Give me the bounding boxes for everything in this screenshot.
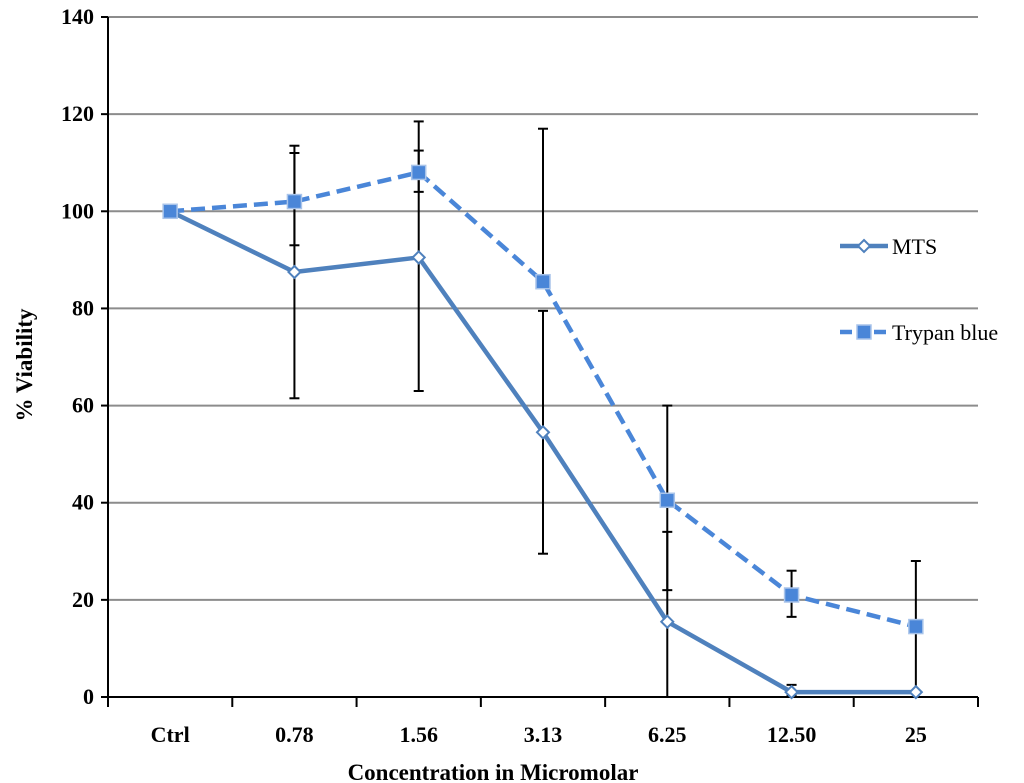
y-tick-label-60: 60 bbox=[72, 393, 94, 418]
legend-label-0: MTS bbox=[892, 234, 937, 259]
x-tick-label-4: 6.25 bbox=[648, 722, 687, 747]
y-tick-label-140: 140 bbox=[61, 4, 94, 29]
legend-marker-0 bbox=[856, 238, 872, 254]
data-point-0-1 bbox=[287, 264, 302, 280]
data-point-1-2 bbox=[410, 164, 427, 181]
x-tick-label-6: 25 bbox=[905, 722, 927, 747]
data-point-1-4 bbox=[659, 492, 676, 509]
legend-label-1: Trypan blue bbox=[892, 320, 998, 345]
y-tick-label-40: 40 bbox=[72, 490, 94, 515]
data-point-0-4 bbox=[659, 614, 675, 630]
data-point-1-0 bbox=[162, 203, 178, 220]
data-point-0-6 bbox=[908, 684, 924, 700]
data-point-1-3 bbox=[535, 273, 551, 290]
y-tick-label-80: 80 bbox=[72, 295, 94, 320]
x-tick-label-1: 0.78 bbox=[275, 722, 314, 747]
x-tick-label-2: 1.56 bbox=[399, 722, 438, 747]
x-axis-title: Concentration in Micromolar bbox=[348, 760, 639, 783]
error-bars-1 bbox=[289, 127, 921, 694]
data-point-0-2 bbox=[411, 250, 427, 265]
data-point-1-1 bbox=[286, 193, 303, 210]
data-point-1-6 bbox=[908, 618, 924, 635]
y-axis-title: % Viability bbox=[12, 308, 37, 422]
y-tick-label-120: 120 bbox=[61, 101, 94, 126]
data-point-0-3 bbox=[535, 424, 551, 440]
y-tick-label-20: 20 bbox=[72, 587, 94, 612]
legend-marker-1 bbox=[856, 324, 872, 340]
data-point-1-5 bbox=[783, 587, 800, 603]
x-tick-label-3: 3.13 bbox=[524, 722, 563, 747]
x-tick-label-5: 12.50 bbox=[767, 722, 817, 747]
data-point-0-5 bbox=[784, 684, 799, 700]
y-tick-label-100: 100 bbox=[61, 198, 94, 223]
x-tick-label-0: Ctrl bbox=[151, 722, 190, 747]
y-tick-label-0: 0 bbox=[83, 684, 94, 709]
